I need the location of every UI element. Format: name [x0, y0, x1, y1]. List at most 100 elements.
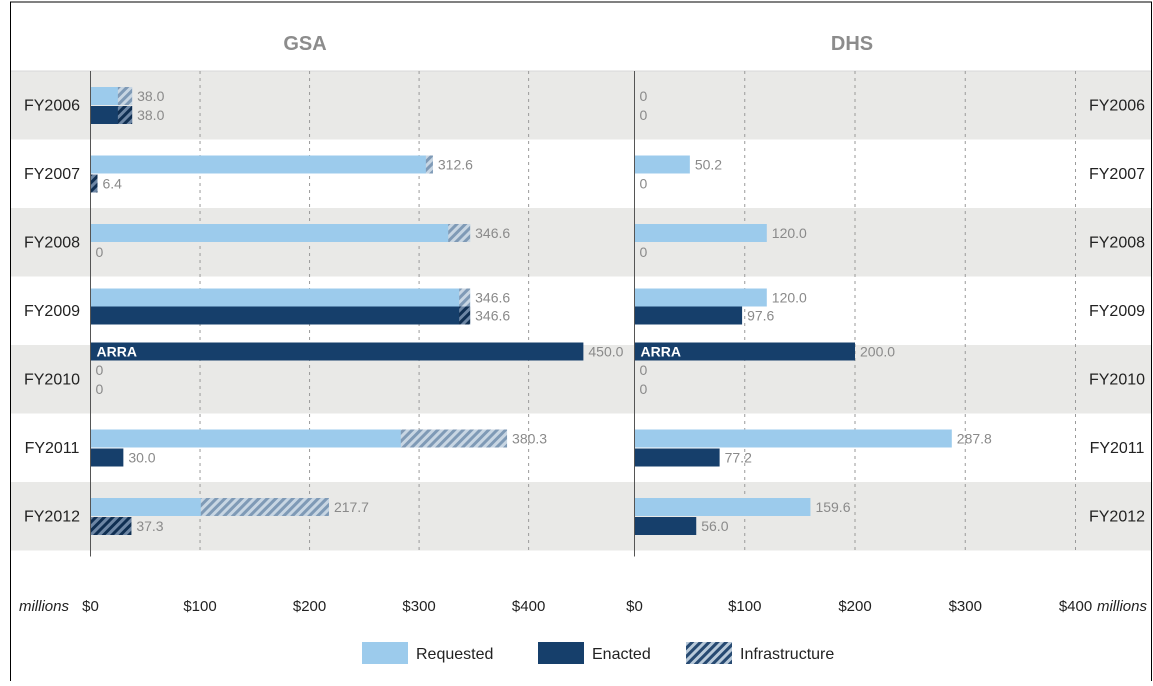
category-label-right: FY2012 — [1089, 508, 1145, 525]
panel-title-gsa: GSA — [283, 33, 326, 55]
bar-enacted — [634, 342, 855, 361]
row-bands — [11, 70, 1151, 551]
bar-value-label: 0 — [96, 244, 104, 260]
bar-infrastructure-segment — [400, 429, 508, 448]
category-label-left: FY2011 — [25, 440, 80, 457]
bar-value-label: 50.2 — [695, 157, 722, 173]
bar-infrastructure-segment — [200, 498, 329, 516]
bar-value-label: 346.6 — [475, 290, 510, 306]
bar-value-label: 380.3 — [512, 431, 547, 447]
category-label-left: FY2007 — [24, 166, 80, 183]
x-tick-label: $0 — [82, 598, 99, 615]
bar-requested — [90, 288, 471, 307]
category-label-left: FY2012 — [24, 508, 80, 525]
legend-swatch-enacted — [538, 642, 584, 664]
bar-requested — [634, 498, 811, 516]
category-labels: FY2006 FY2007 FY2008 FY2009 FY2010 FY2011 FY20… — [24, 97, 1145, 525]
bar-value-label: 0 — [640, 88, 648, 104]
bar-value-label: 56.0 — [701, 518, 728, 534]
bar-value-label: 37.3 — [136, 518, 163, 534]
category-label-right: FY2006 — [1089, 97, 1145, 114]
bar-infrastructure-segment — [90, 174, 98, 193]
bar-value-label: 0 — [640, 381, 648, 397]
x-tick-label: $300 — [402, 598, 435, 615]
legend: Requested Enacted Infrastructure — [362, 642, 834, 664]
legend-label-enacted: Enacted — [592, 646, 651, 663]
panel-titles: GSA DHS — [283, 33, 873, 55]
x-tick-label: $400 — [1059, 598, 1092, 615]
axes: $0 $100 $200 $300 $400 $0 $100 $200 $300 $400 mill… — [19, 71, 1148, 615]
bar-infrastructure-segment — [90, 517, 132, 535]
bar-requested — [634, 288, 767, 307]
bar-value-label: 0 — [640, 176, 648, 192]
bar-value-label: 0 — [96, 362, 104, 378]
chart-frame — [10, 1, 1152, 686]
row-band — [11, 482, 1151, 551]
bar-value-label: 346.6 — [475, 308, 510, 324]
bar-value-label: 287.8 — [957, 431, 992, 447]
units-label-left: millions — [19, 598, 70, 615]
legend-swatch-requested — [362, 642, 408, 664]
bar-infrastructure-segment — [448, 224, 471, 242]
x-tick-label: $200 — [838, 598, 871, 615]
bar-inner-label: ARRA — [97, 344, 137, 360]
bar-infrastructure-segment — [459, 306, 471, 325]
bars: 38.0 38.0 312.6 6.4 346.6 0 346.6 346.6 ARRA 450.… — [90, 87, 992, 535]
category-label-left: FY2009 — [24, 303, 80, 320]
bar-infrastructure-segment — [425, 155, 433, 174]
bar-value-label: 77.2 — [725, 450, 752, 466]
panel-title-dhs: DHS — [831, 33, 873, 55]
bar-enacted — [90, 306, 471, 325]
bar-value-label: 0 — [640, 362, 648, 378]
x-tick-label: $100 — [183, 598, 216, 615]
bar-enacted — [90, 448, 124, 467]
category-label-right: FY2007 — [1089, 166, 1145, 183]
category-label-left: FY2010 — [24, 371, 80, 388]
category-label-left: FY2008 — [24, 234, 80, 251]
bar-requested — [634, 224, 767, 242]
category-label-right: FY2008 — [1089, 234, 1145, 251]
bar-value-label: 346.6 — [475, 225, 510, 241]
legend-label-requested: Requested — [416, 646, 493, 663]
x-tick-label: $400 — [512, 598, 545, 615]
category-label-right: FY2011 — [1090, 440, 1145, 457]
bar-value-label: 217.7 — [334, 499, 369, 515]
bar-value-label: 38.0 — [137, 107, 164, 123]
bar-value-label: 312.6 — [438, 157, 473, 173]
legend-swatch-infrastructure — [686, 642, 732, 664]
bar-value-label: 6.4 — [103, 176, 123, 192]
category-label-right: FY2010 — [1089, 371, 1145, 388]
bar-value-label: 120.0 — [772, 290, 807, 306]
x-tick-label: $200 — [293, 598, 326, 615]
bar-requested — [634, 429, 952, 448]
bar-value-label: 38.0 — [137, 88, 164, 104]
bar-value-label: 0 — [640, 244, 648, 260]
bar-enacted — [634, 306, 743, 325]
row-band — [11, 71, 1151, 140]
bar-value-label: 120.0 — [772, 225, 807, 241]
bar-requested — [634, 155, 690, 174]
bar-requested — [90, 155, 433, 174]
legend-label-infrastructure: Infrastructure — [740, 646, 834, 663]
bar-value-label: 0 — [96, 381, 104, 397]
bar-value-label: 97.6 — [747, 308, 774, 324]
bar-value-label: 159.6 — [815, 499, 850, 515]
bar-infrastructure-segment — [459, 288, 471, 307]
x-tick-label: $100 — [728, 598, 761, 615]
x-tick-label: $0 — [626, 598, 643, 615]
bar-enacted — [90, 342, 584, 361]
units-label-right: millions — [1097, 598, 1148, 615]
bar-value-label: 200.0 — [860, 344, 895, 360]
bar-infrastructure-segment — [117, 106, 133, 124]
bar-inner-label: ARRA — [641, 344, 681, 360]
row-band — [11, 208, 1151, 277]
category-label-left: FY2006 — [24, 97, 80, 114]
category-label-right: FY2009 — [1089, 303, 1145, 320]
x-tick-label: $300 — [949, 598, 982, 615]
bar-enacted — [634, 517, 697, 535]
bar-value-label: 0 — [640, 107, 648, 123]
bar-infrastructure-segment — [117, 87, 133, 105]
bar-enacted — [634, 448, 720, 467]
